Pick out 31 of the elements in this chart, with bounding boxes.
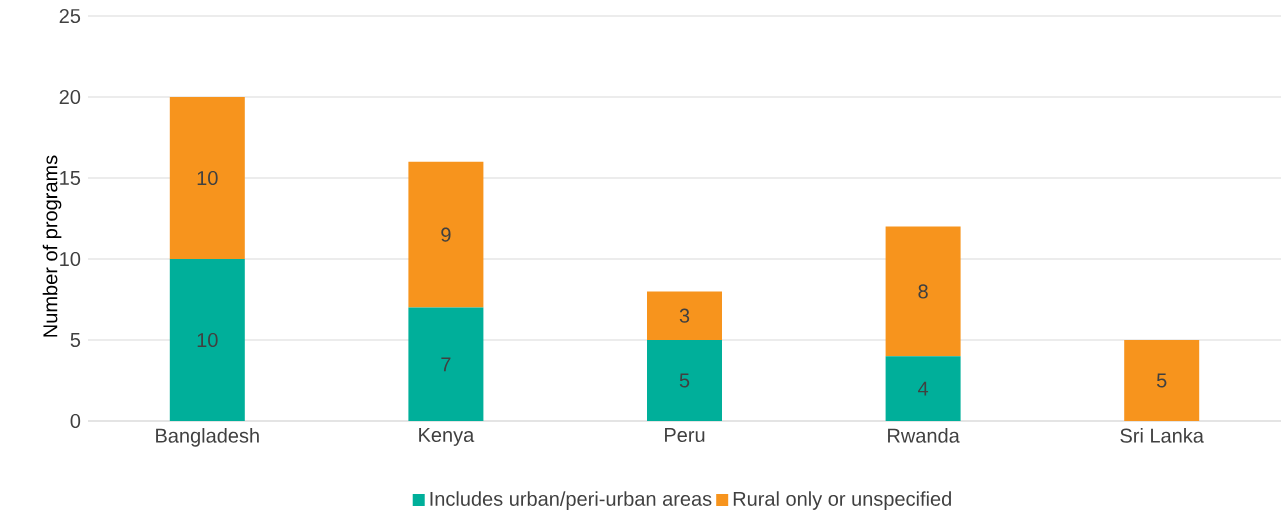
bar xyxy=(1124,340,1200,421)
data-label: 10 xyxy=(197,332,218,348)
y-tick-label: 25 xyxy=(59,8,81,24)
x-tick-label: Sri Lanka xyxy=(1120,428,1204,443)
y-tick-label: 20 xyxy=(59,89,81,105)
x-tick-label: Rwanda xyxy=(888,428,960,443)
bar xyxy=(169,259,245,421)
bar xyxy=(885,226,961,357)
x-tick-label: Peru xyxy=(665,428,705,443)
legend-label: Includes urban/peri-urban areas xyxy=(430,491,712,510)
bar xyxy=(647,291,722,340)
y-tick-label: 5 xyxy=(70,333,81,347)
bar xyxy=(169,97,245,259)
data-label: 4 xyxy=(918,381,929,396)
x-tick-label: Kenya xyxy=(419,428,475,446)
data-label: 3 xyxy=(679,308,690,323)
data-label: 7 xyxy=(441,357,451,372)
data-label: 5 xyxy=(1156,373,1167,388)
data-label: 9 xyxy=(441,227,451,242)
y-tick-label: 0 xyxy=(70,413,81,429)
y-tick-label: 15 xyxy=(60,171,81,185)
data-label: 5 xyxy=(679,373,690,388)
legend-label: Rural only or unspecified xyxy=(733,491,951,510)
bar xyxy=(408,307,484,421)
y-tick-label: 10 xyxy=(60,251,81,267)
bar xyxy=(408,161,484,308)
data-label: 10 xyxy=(197,170,218,186)
bar xyxy=(885,356,961,421)
x-tick-label: Bangladesh xyxy=(156,428,259,447)
data-label: 8 xyxy=(918,284,928,299)
bar xyxy=(647,340,722,421)
